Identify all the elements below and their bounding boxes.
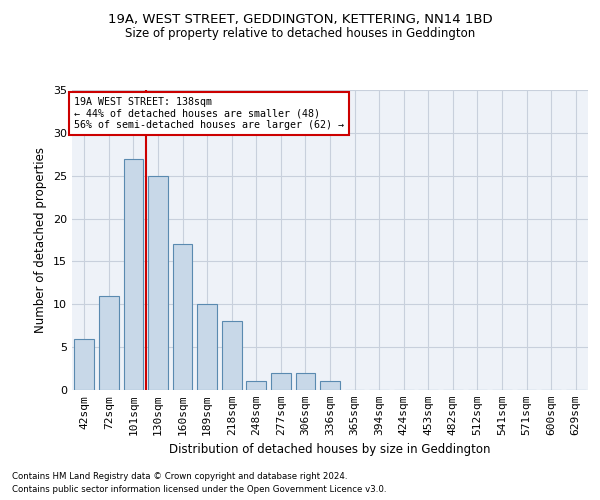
Bar — [124, 158, 143, 390]
Bar — [99, 296, 119, 390]
Bar — [222, 322, 242, 390]
Bar — [271, 373, 290, 390]
Text: Size of property relative to detached houses in Geddington: Size of property relative to detached ho… — [125, 28, 475, 40]
Y-axis label: Number of detached properties: Number of detached properties — [34, 147, 47, 333]
Text: Distribution of detached houses by size in Geddington: Distribution of detached houses by size … — [169, 442, 491, 456]
Bar — [296, 373, 315, 390]
Text: Contains public sector information licensed under the Open Government Licence v3: Contains public sector information licen… — [12, 485, 386, 494]
Text: 19A, WEST STREET, GEDDINGTON, KETTERING, NN14 1BD: 19A, WEST STREET, GEDDINGTON, KETTERING,… — [107, 12, 493, 26]
Bar — [320, 382, 340, 390]
Bar — [148, 176, 168, 390]
Text: Contains HM Land Registry data © Crown copyright and database right 2024.: Contains HM Land Registry data © Crown c… — [12, 472, 347, 481]
Bar — [173, 244, 193, 390]
Bar — [74, 338, 94, 390]
Bar — [197, 304, 217, 390]
Bar — [247, 382, 266, 390]
Text: 19A WEST STREET: 138sqm
← 44% of detached houses are smaller (48)
56% of semi-de: 19A WEST STREET: 138sqm ← 44% of detache… — [74, 97, 344, 130]
